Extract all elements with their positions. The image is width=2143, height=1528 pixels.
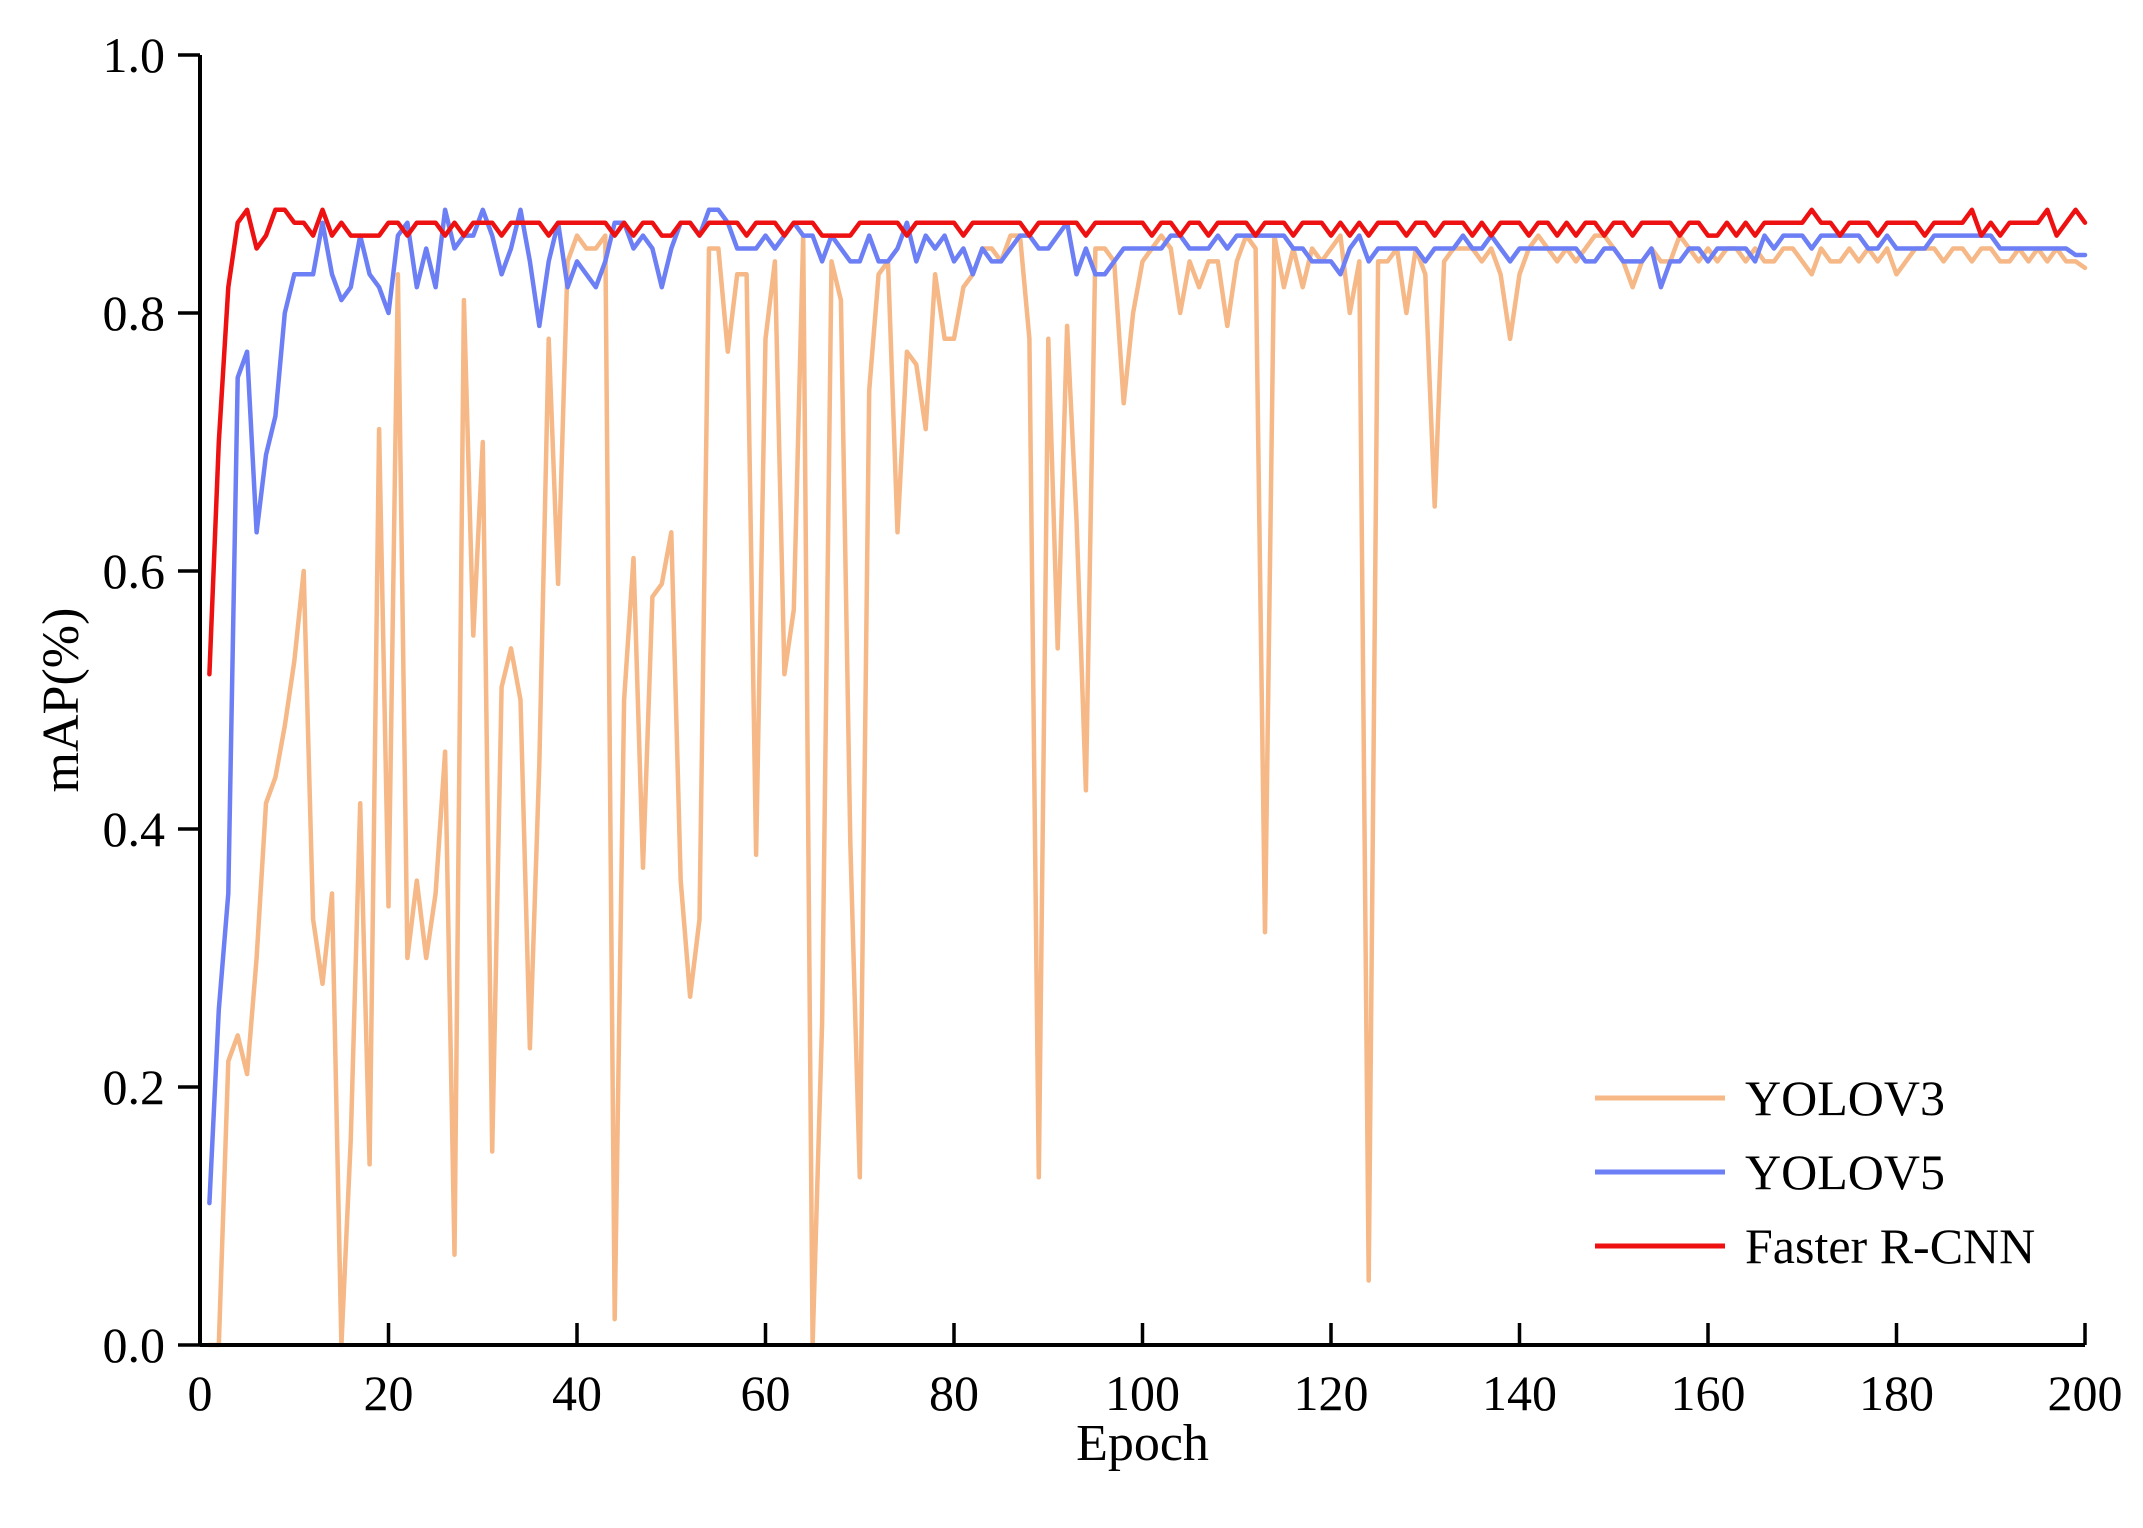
y-tick-label: 0.8 (103, 285, 166, 341)
legend-label-faster-r-cnn: Faster R-CNN (1745, 1218, 2035, 1274)
x-tick-label: 60 (741, 1365, 791, 1421)
x-tick-label: 160 (1671, 1365, 1746, 1421)
series-layer (207, 207, 2088, 1348)
y-tick-label: 0.2 (103, 1059, 166, 1115)
x-tick-label: 80 (929, 1365, 979, 1421)
x-axis-title: Epoch (1076, 1415, 1209, 1472)
y-tick-label: 0.6 (103, 543, 166, 599)
x-tick-label: 140 (1482, 1365, 1557, 1421)
legend-label-yolov3: YOLOV3 (1745, 1070, 1945, 1126)
series-line-faster-r-cnn (207, 207, 2088, 677)
x-tick-label: 120 (1294, 1365, 1369, 1421)
x-tick-label: 40 (552, 1365, 602, 1421)
y-tick-label: 1.0 (103, 27, 166, 83)
y-tick-label: 0.4 (103, 801, 166, 857)
legend: YOLOV3 YOLOV5 Faster R-CNN (1595, 1070, 2035, 1274)
tick-labels: 0 20 40 60 80 100 120 140 160 180 200 0.0 0.2 0.4 0.6 0… (103, 27, 2123, 1421)
x-tick-label: 100 (1105, 1365, 1180, 1421)
x-tick-label: 180 (1859, 1365, 1934, 1421)
y-tick-label: 0.0 (103, 1317, 166, 1373)
x-tick-label: 20 (364, 1365, 414, 1421)
y-axis-title: mAP(%) (33, 608, 90, 793)
x-tick-label: 200 (2048, 1365, 2123, 1421)
series-line-yolov3 (207, 233, 2088, 1348)
axes (178, 53, 2087, 1347)
legend-label-yolov5: YOLOV5 (1745, 1144, 1945, 1200)
series-line-yolov5 (207, 207, 2088, 1206)
x-tick-label: 0 (188, 1365, 213, 1421)
